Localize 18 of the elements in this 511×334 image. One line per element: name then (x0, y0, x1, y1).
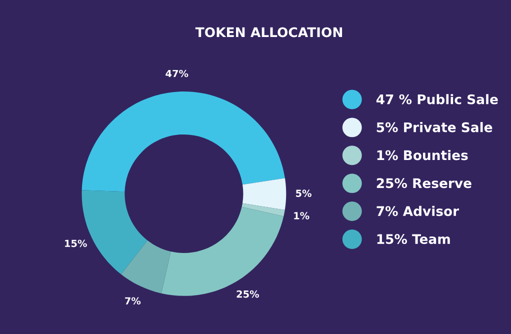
donut-slice (242, 203, 285, 216)
data-label: 5% (296, 190, 312, 197)
donut-slice (242, 178, 286, 210)
data-label: 15% (65, 240, 87, 248)
legend-label: 25% Reserve (376, 178, 472, 188)
legend-label: 47 % Public Sale (376, 94, 498, 104)
data-label: 7% (125, 297, 141, 305)
legend-label: 7% Advisor (376, 206, 460, 216)
data-label: 47% (166, 70, 188, 78)
data-label: 25% (236, 290, 260, 298)
legend-label: 1% Bounties (377, 150, 468, 160)
chart-title: TOKEN ALLOCATION (195, 27, 342, 38)
legend-label: 5% Private Sale (376, 122, 492, 132)
donut-slice (161, 206, 284, 296)
data-label: 1% (294, 212, 310, 220)
donut-slice (121, 240, 171, 294)
donut-slice (82, 92, 285, 192)
legend-label: 15% Team (377, 234, 450, 244)
